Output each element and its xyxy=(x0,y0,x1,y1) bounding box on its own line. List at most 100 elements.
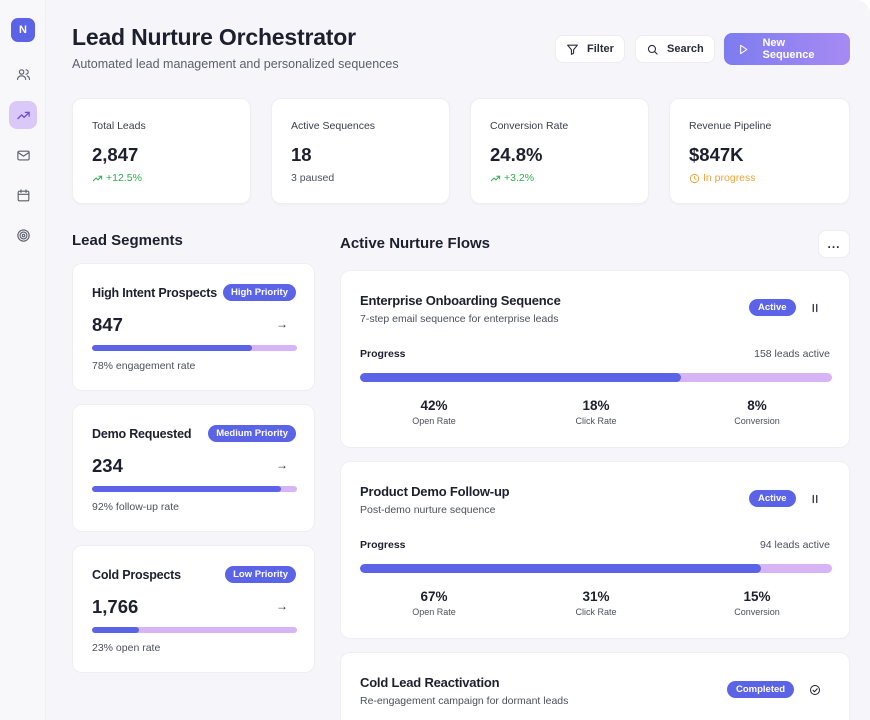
filter-label: Filter xyxy=(587,43,614,55)
flow-card-enterprise-onboarding[interactable]: Enterprise Onboarding Sequence 7-step em… xyxy=(340,270,850,448)
flow-name: Product Demo Follow-up xyxy=(360,484,510,499)
metric-conversion: 8% Conversion xyxy=(697,398,817,426)
metric-label: Conversion xyxy=(734,416,780,426)
segment-name: Cold Prospects xyxy=(92,568,181,582)
stat-value: 2,847 xyxy=(92,144,139,165)
search-button[interactable]: Search xyxy=(635,35,715,63)
metric-value: 8% xyxy=(747,398,767,413)
segment-card-high-intent[interactable]: High Intent Prospects High Priority 847 … xyxy=(72,263,315,391)
leads-active-count: 94 leads active xyxy=(759,539,830,551)
page-subtitle: Automated lead management and personaliz… xyxy=(72,57,399,71)
nav-calendar[interactable] xyxy=(9,181,37,209)
stat-label: Total Leads xyxy=(92,120,146,132)
nav-mail[interactable] xyxy=(9,141,37,169)
clock-icon xyxy=(689,173,700,183)
segment-count: 234 xyxy=(92,455,123,476)
stat-value: 24.8% xyxy=(490,144,543,165)
segment-progress-fill xyxy=(92,345,252,351)
status-badge: Completed xyxy=(727,681,795,698)
metric-label: Click Rate xyxy=(575,416,617,426)
stat-change: +12.5% xyxy=(92,172,142,184)
mail-icon xyxy=(16,150,30,160)
flow-progress-bar xyxy=(360,564,832,573)
stat-card-conversion-rate: Conversion Rate 24.8% +3.2% xyxy=(470,98,649,204)
flow-description: Post-demo nurture sequence xyxy=(360,504,496,516)
segment-progress-fill xyxy=(92,627,140,633)
more-options-button[interactable]: ... xyxy=(818,230,850,258)
metric-open-rate: 67% Open Rate xyxy=(374,589,494,617)
trending-up-icon xyxy=(16,111,30,119)
nav-analytics[interactable] xyxy=(9,101,37,129)
segment-card-cold-prospects[interactable]: Cold Prospects Low Priority 1,766 → 23% … xyxy=(72,545,315,673)
segment-card-demo-requested[interactable]: Demo Requested Medium Priority 234 → 92%… xyxy=(72,404,315,532)
stat-note: 3 paused xyxy=(291,172,334,184)
nurture-flows-title: Active Nurture Flows xyxy=(340,235,491,252)
metric-label: Conversion xyxy=(734,607,780,617)
stat-status-text: In progress xyxy=(703,172,756,184)
arrow-right-icon[interactable]: → xyxy=(276,317,288,331)
flow-description: 7-step email sequence for enterprise lea… xyxy=(360,313,559,325)
users-icon xyxy=(16,68,30,80)
sidebar: N xyxy=(0,0,46,720)
segment-progress-bar xyxy=(92,627,297,633)
stat-card-revenue-pipeline: Revenue Pipeline $847K In progress xyxy=(669,98,850,204)
metric-value: 15% xyxy=(743,589,771,604)
segment-progress-fill xyxy=(92,486,281,492)
leads-active-count: 158 leads active xyxy=(754,348,830,360)
metric-click-rate: 31% Click Rate xyxy=(536,589,656,617)
page-title: Lead Nurture Orchestrator xyxy=(72,24,356,50)
flow-progress-fill xyxy=(360,564,762,573)
stat-card-total-leads: Total Leads 2,847 +12.5% xyxy=(72,98,251,204)
segment-progress-bar xyxy=(92,486,297,492)
stat-label: Revenue Pipeline xyxy=(689,120,772,132)
priority-badge: Low Priority xyxy=(225,566,296,583)
pause-icon xyxy=(812,303,818,312)
stat-label: Active Sequences xyxy=(291,120,376,132)
stat-note-text: 3 paused xyxy=(291,172,335,184)
metric-conversion: 15% Conversion xyxy=(697,589,817,617)
segment-caption: 78% engagement rate xyxy=(92,360,196,372)
flow-card-cold-reactivation[interactable]: Cold Lead Reactivation Re-engagement cam… xyxy=(340,652,850,720)
filter-icon xyxy=(567,44,578,55)
main-content: Lead Nurture Orchestrator Automated lead… xyxy=(46,0,870,720)
check-circle-icon xyxy=(810,684,820,695)
segment-name: Demo Requested xyxy=(92,427,192,441)
metric-value: 42% xyxy=(420,398,448,413)
search-label: Search xyxy=(667,43,704,55)
metric-open-rate: 42% Open Rate xyxy=(374,398,494,426)
app-logo[interactable]: N xyxy=(11,18,35,42)
nav-leads[interactable] xyxy=(9,60,37,88)
metric-label: Open Rate xyxy=(412,607,456,617)
stat-change-text: +12.5% xyxy=(106,172,142,184)
nav-goals[interactable] xyxy=(9,221,37,249)
complete-button[interactable] xyxy=(808,681,822,698)
stat-value: 18 xyxy=(291,144,312,165)
metric-value: 18% xyxy=(582,398,610,413)
trending-up-icon xyxy=(490,175,501,181)
segment-name: High Intent Prospects xyxy=(92,286,217,300)
calendar-icon xyxy=(17,188,29,201)
arrow-right-icon[interactable]: → xyxy=(276,458,288,472)
segment-caption: 23% open rate xyxy=(92,642,161,654)
trending-up-icon xyxy=(92,175,103,181)
progress-label: Progress xyxy=(360,539,406,551)
search-icon xyxy=(647,44,658,55)
metric-value: 67% xyxy=(420,589,448,604)
segment-count: 1,766 xyxy=(92,596,139,617)
segment-caption: 92% follow-up rate xyxy=(92,501,179,513)
arrow-right-icon[interactable]: → xyxy=(276,599,288,613)
stat-change: +3.2% xyxy=(490,172,534,184)
flow-card-product-demo[interactable]: Product Demo Follow-up Post-demo nurture… xyxy=(340,461,850,639)
metric-label: Click Rate xyxy=(575,607,617,617)
metric-value: 31% xyxy=(582,589,610,604)
pause-button[interactable] xyxy=(808,299,822,316)
segment-progress-bar xyxy=(92,345,297,351)
pause-button[interactable] xyxy=(808,490,822,507)
stat-change-text: +3.2% xyxy=(504,172,535,184)
stat-label: Conversion Rate xyxy=(490,120,569,132)
stat-card-active-sequences: Active Sequences 18 3 paused xyxy=(271,98,450,204)
new-sequence-button[interactable]: New Sequence xyxy=(724,33,850,65)
metric-label: Open Rate xyxy=(412,416,456,426)
filter-button[interactable]: Filter xyxy=(555,35,625,63)
stat-status: In progress xyxy=(689,172,756,184)
